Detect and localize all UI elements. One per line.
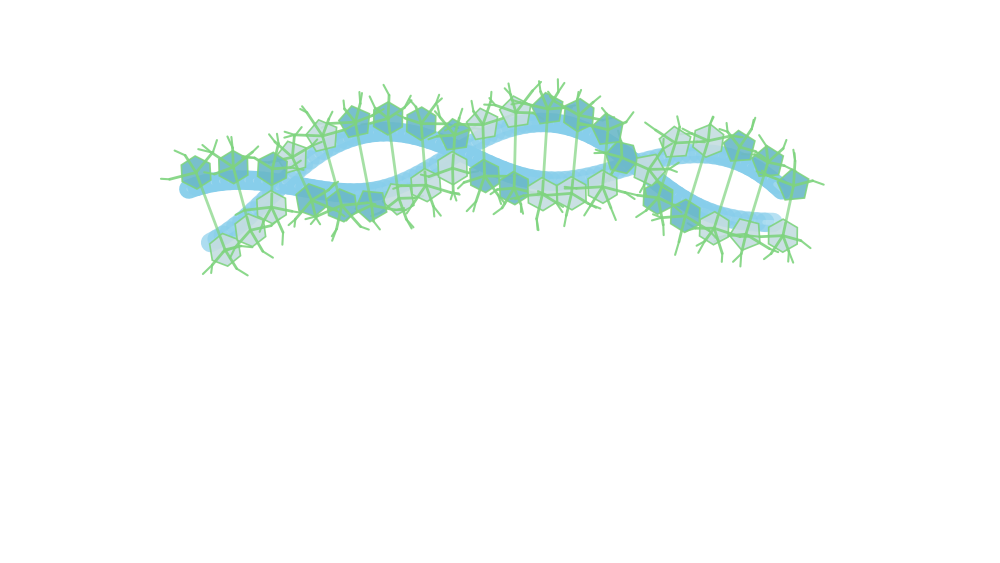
Polygon shape <box>671 199 700 233</box>
Polygon shape <box>339 106 370 137</box>
Polygon shape <box>276 141 306 173</box>
Polygon shape <box>210 234 241 266</box>
Polygon shape <box>643 181 673 215</box>
Polygon shape <box>407 107 436 140</box>
Polygon shape <box>528 178 557 211</box>
Polygon shape <box>355 191 387 222</box>
Polygon shape <box>257 191 286 224</box>
Polygon shape <box>700 212 729 245</box>
Polygon shape <box>500 96 531 127</box>
Polygon shape <box>499 172 529 204</box>
Polygon shape <box>693 124 724 157</box>
Polygon shape <box>411 169 441 202</box>
Polygon shape <box>724 131 755 161</box>
Polygon shape <box>532 93 563 124</box>
Polygon shape <box>592 113 623 144</box>
Polygon shape <box>729 219 760 251</box>
Polygon shape <box>557 177 586 210</box>
Polygon shape <box>777 169 809 200</box>
Polygon shape <box>326 189 357 222</box>
Polygon shape <box>752 146 783 176</box>
Polygon shape <box>588 170 617 203</box>
Polygon shape <box>769 219 797 252</box>
Polygon shape <box>659 127 691 157</box>
Polygon shape <box>467 108 498 140</box>
Polygon shape <box>374 102 402 135</box>
Polygon shape <box>258 153 287 185</box>
Polygon shape <box>564 99 594 132</box>
Polygon shape <box>606 142 638 173</box>
Polygon shape <box>306 120 337 151</box>
Polygon shape <box>439 119 470 150</box>
Polygon shape <box>181 156 211 189</box>
Polygon shape <box>470 159 499 193</box>
Polygon shape <box>235 214 266 247</box>
Polygon shape <box>219 151 248 184</box>
Polygon shape <box>383 184 414 215</box>
Polygon shape <box>296 184 327 216</box>
Polygon shape <box>438 151 467 185</box>
Polygon shape <box>634 154 665 186</box>
